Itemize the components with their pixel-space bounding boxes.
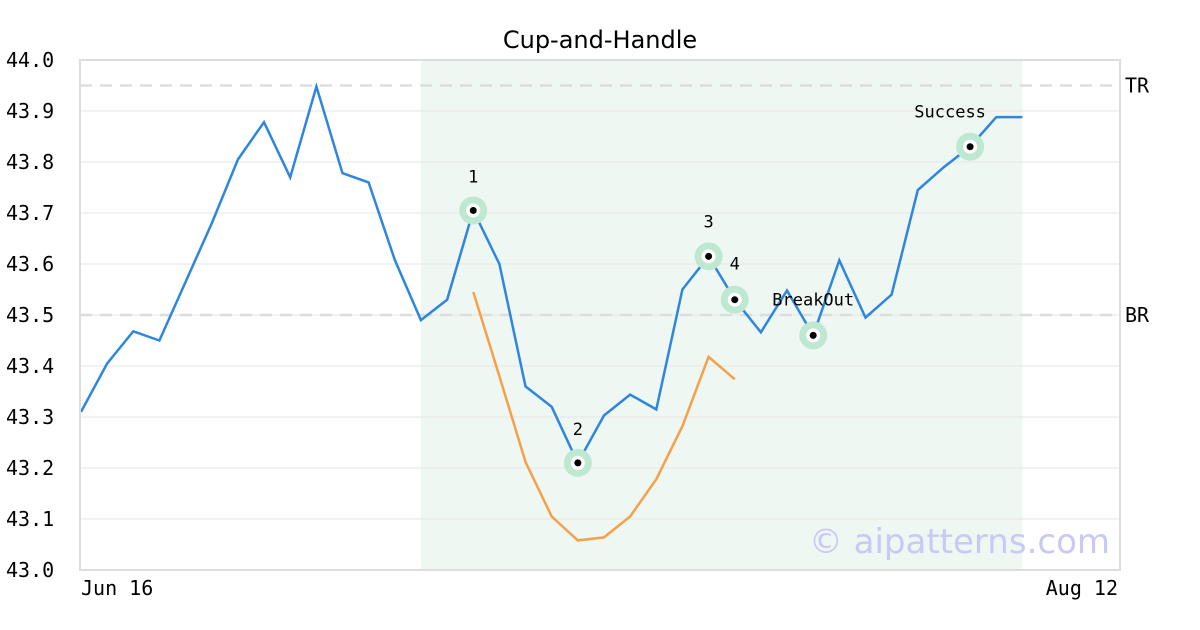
cup-curve-line — [472, 291, 736, 542]
y-axis-ticks: 43.0 43.1 43.2 43.3 43.4 43.5 43.6 43.7 43.8 43.9… — [6, 48, 54, 582]
y-tick-label: 43.0 — [6, 558, 54, 582]
y-tick-label: 43.5 — [6, 303, 54, 327]
marker-label: 3 — [703, 212, 713, 232]
marker-3: 3 — [694, 212, 723, 271]
marker-dot — [809, 331, 817, 339]
level-label-br: BR — [1125, 303, 1150, 327]
price-line — [79, 82, 1023, 466]
y-tick-label: 43.6 — [6, 252, 54, 276]
marker-dot — [705, 252, 713, 260]
marker-4: 4 — [720, 255, 749, 314]
pattern-markers: 1 2 3 4 BreakOut Success — [459, 103, 986, 477]
chart-title: Cup-and-Handle — [503, 26, 697, 54]
marker-label: BreakOut — [772, 290, 854, 310]
marker-label: 2 — [573, 420, 583, 440]
marker-2: 2 — [563, 420, 592, 477]
x-tick-label: Aug 12 — [1046, 576, 1118, 600]
x-axis-ticks: Jun 16 Aug 12 — [81, 576, 1118, 600]
y-tick-label: 43.7 — [6, 201, 54, 225]
marker-success: Success — [914, 103, 986, 161]
marker-breakout: BreakOut — [772, 290, 854, 350]
marker-label: 1 — [468, 167, 478, 187]
marker-dot — [574, 459, 582, 467]
y-tick-label: 43.3 — [6, 405, 54, 429]
y-tick-label: 43.4 — [6, 354, 54, 378]
watermark: © aipatterns.com — [809, 522, 1110, 562]
x-tick-label: Jun 16 — [81, 576, 153, 600]
marker-1: 1 — [459, 167, 488, 225]
marker-label: 4 — [730, 255, 740, 275]
y-tick-label: 43.8 — [6, 150, 54, 174]
level-label-tr: TR — [1125, 74, 1150, 98]
marker-dot — [469, 206, 477, 214]
marker-dot — [731, 296, 739, 304]
marker-label: Success — [914, 103, 986, 123]
level-lines: TR BR — [80, 74, 1150, 327]
marker-dot — [966, 143, 974, 151]
y-tick-label: 43.9 — [6, 99, 54, 123]
y-tick-label: 43.2 — [6, 456, 54, 480]
plot-frame — [79, 59, 1121, 571]
y-tick-label: 44.0 — [6, 48, 54, 72]
y-tick-label: 43.1 — [6, 507, 54, 531]
